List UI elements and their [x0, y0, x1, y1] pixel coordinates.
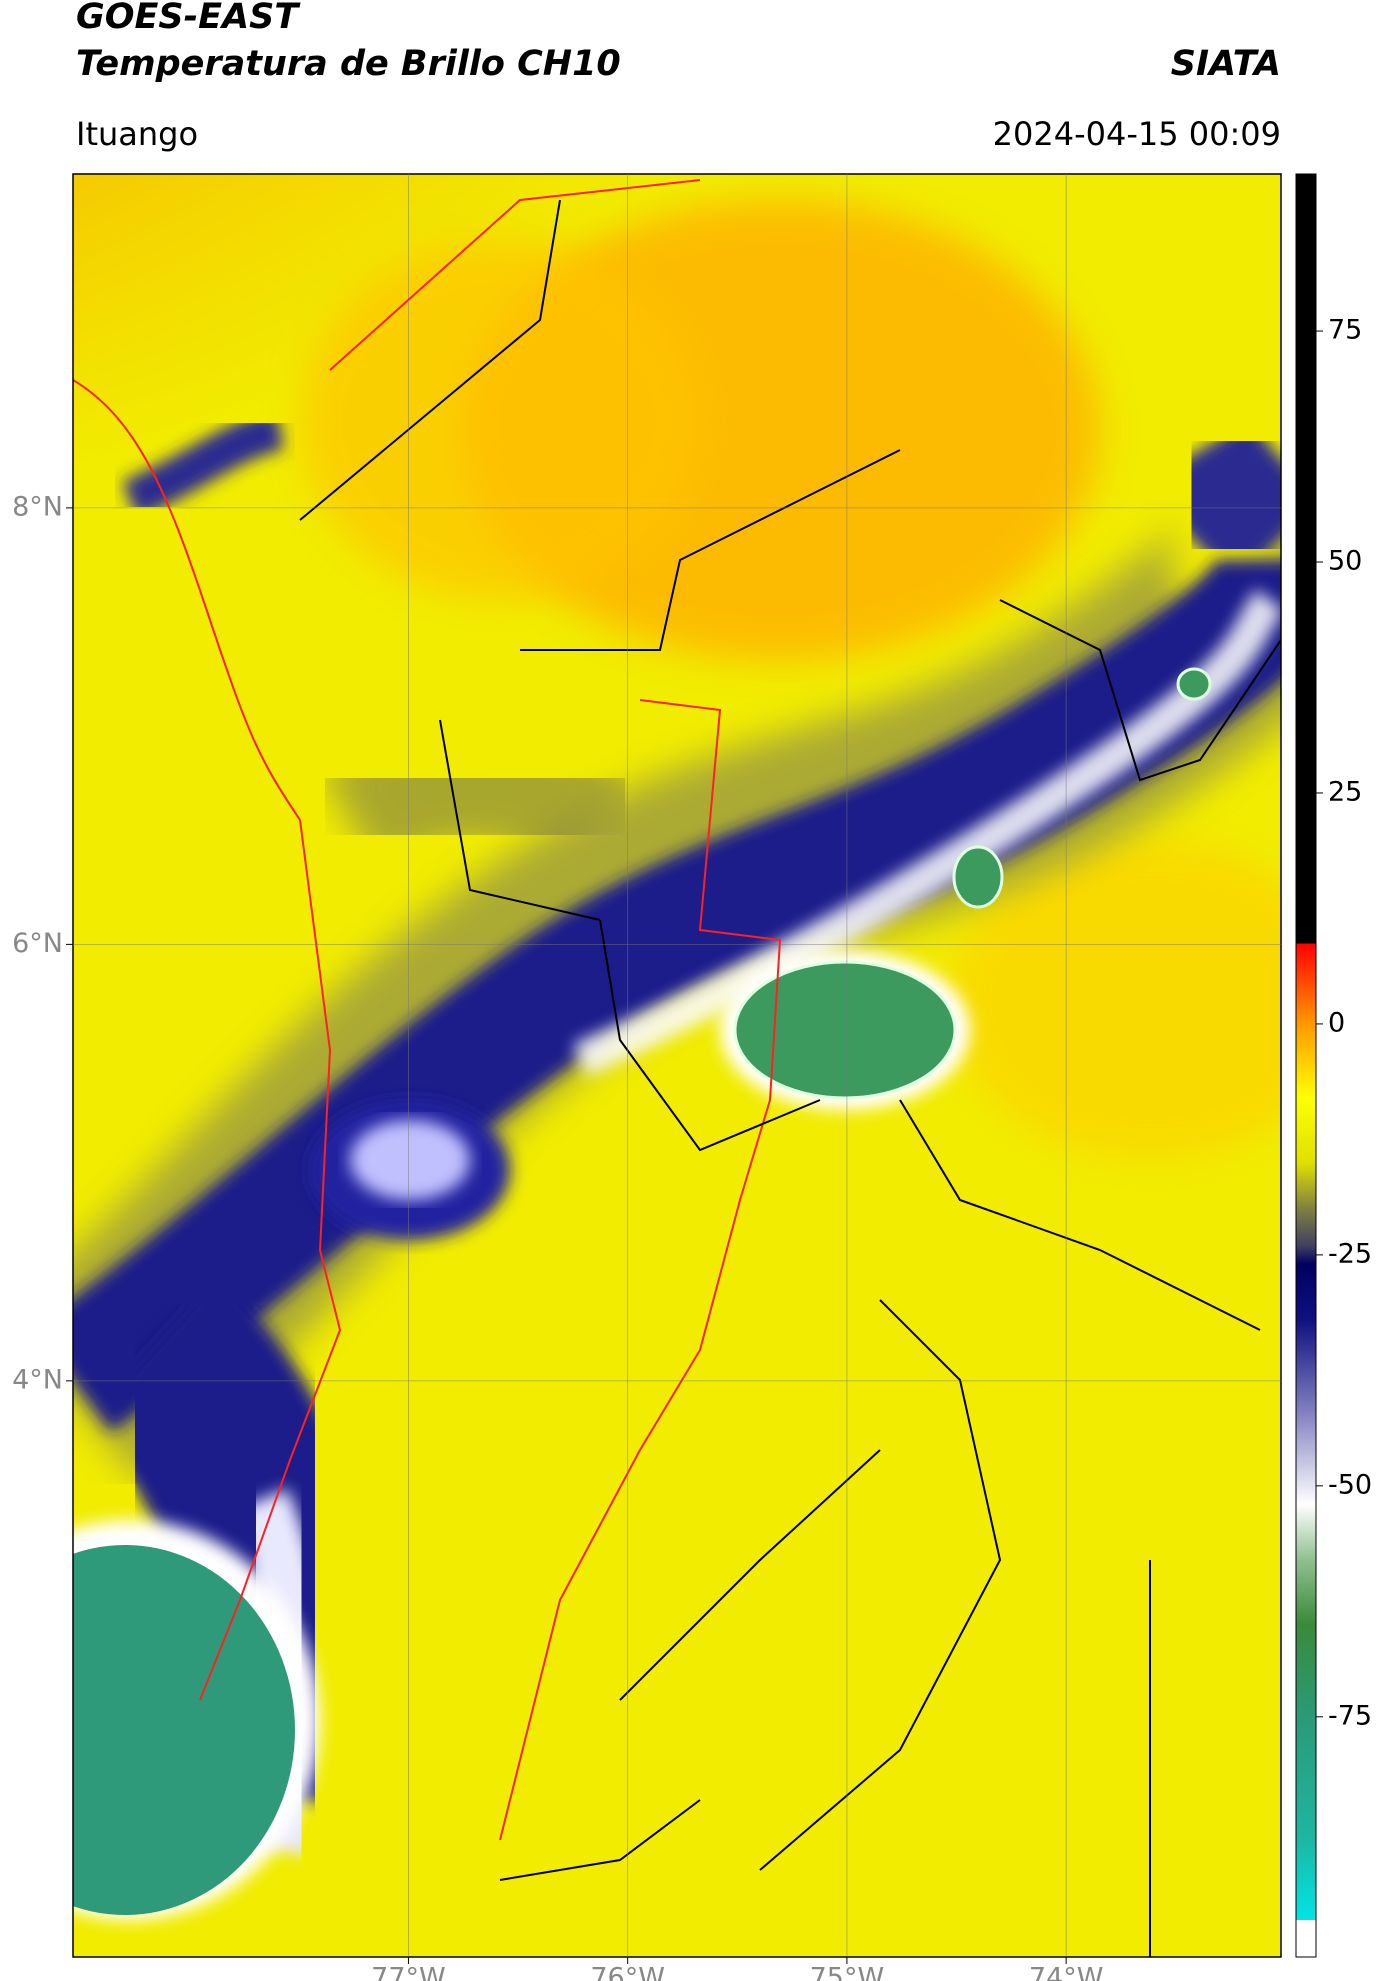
colorbar	[1295, 173, 1317, 1958]
y-tick-label: 8°N	[12, 491, 63, 522]
x-tick-label: 76°W	[590, 1963, 665, 1981]
agency: SIATA	[1171, 44, 1281, 84]
colorbar-label: 75	[1328, 315, 1362, 346]
y-tick-label: 4°N	[12, 1364, 63, 1395]
colorbar-label: 25	[1328, 776, 1362, 807]
datetime: 2024-04-15 00:09	[993, 115, 1281, 153]
colorbar-label: -25	[1328, 1238, 1372, 1269]
location: Ituango	[76, 115, 198, 153]
subtitle: Temperatura de Brillo CH10	[76, 44, 621, 84]
colorbar-label: 0	[1328, 1007, 1345, 1038]
x-tick-label: 75°W	[810, 1963, 885, 1981]
x-tick-label: 74°W	[1029, 1963, 1104, 1981]
map-image	[73, 174, 1281, 1957]
colorbar-label: -50	[1328, 1469, 1372, 1500]
y-tick-label: 6°N	[12, 928, 63, 959]
map-frame	[72, 173, 1282, 1958]
title: GOES-EAST	[76, 0, 301, 37]
x-tick-label: 77°W	[371, 1963, 446, 1981]
colorbar-label: 50	[1328, 546, 1362, 577]
colorbar-label: -75	[1328, 1700, 1372, 1731]
